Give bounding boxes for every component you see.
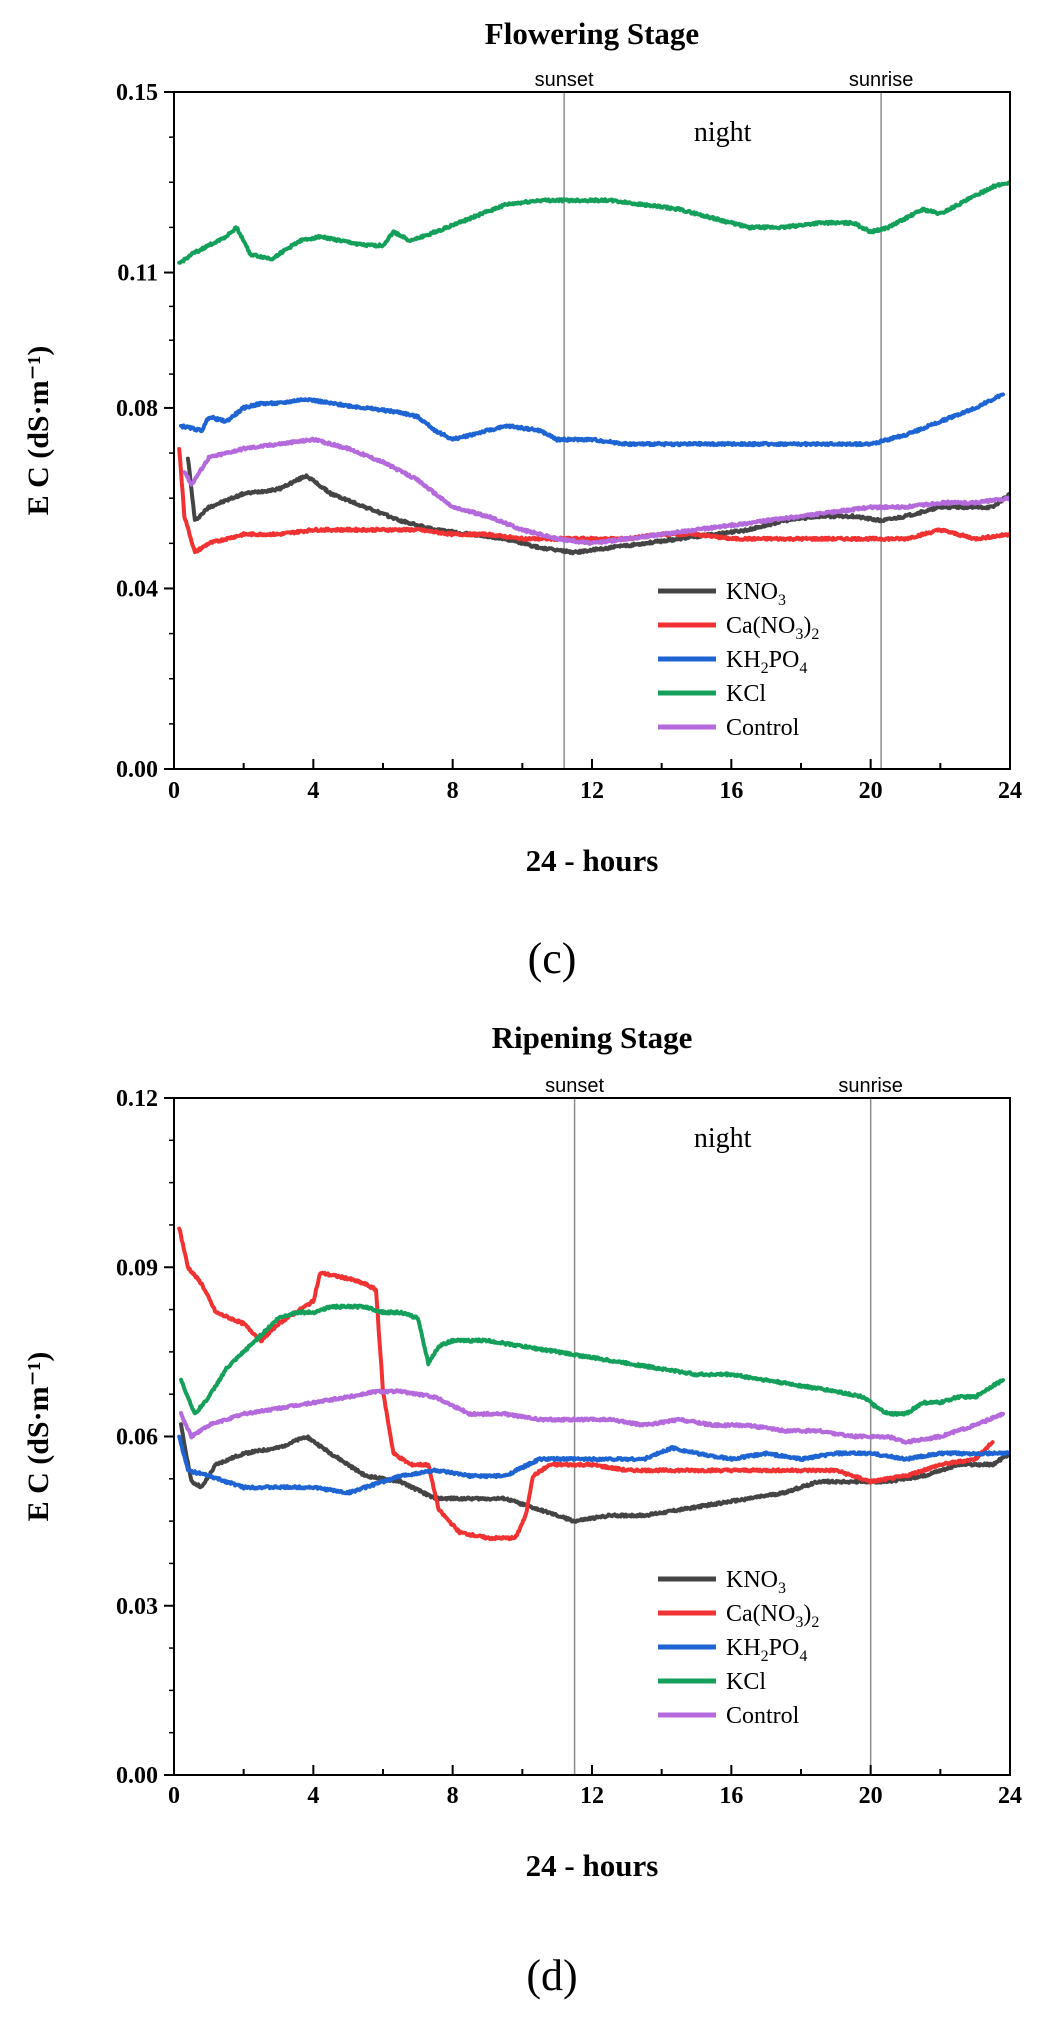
x-tick-label: 20 xyxy=(859,778,883,804)
x-axis-label: 24 - hours xyxy=(526,1848,659,1883)
series-line-kno3 xyxy=(185,456,1010,556)
series-line-kcl xyxy=(179,1303,1005,1417)
y-axis-label: E C (dS·m⁻¹) xyxy=(22,346,55,516)
sunset-label: sunset xyxy=(535,69,594,91)
x-tick-label: 4 xyxy=(307,1783,319,1809)
x-tick-label: 12 xyxy=(580,1783,604,1809)
y-tick-label: 0.12 xyxy=(116,1086,158,1112)
legend-label: Ca(NO3)2 xyxy=(726,613,819,643)
legend-label: Control xyxy=(726,1703,800,1729)
x-tick-label: 8 xyxy=(447,778,459,804)
series-line-cano32 xyxy=(177,1226,995,1542)
y-tick-label: 0.15 xyxy=(116,80,158,106)
x-tick-label: 24 xyxy=(998,1783,1022,1809)
x-tick-label: 16 xyxy=(719,778,743,804)
panel-label: (c) xyxy=(528,934,577,983)
night-annotation: night xyxy=(694,1123,752,1154)
chart-ripening: Ripening Stage sunset sunrise night 0 4 8 12 16 2… xyxy=(22,1020,1022,2000)
legend: KNO3 Ca(NO3)2 KH2PO4 KCl Control xyxy=(658,579,819,741)
x-axis-label: 24 - hours xyxy=(526,843,659,878)
legend-label: Ca(NO3)2 xyxy=(726,1601,819,1631)
series-line-kh2po4 xyxy=(177,1434,1010,1496)
sunrise-label: sunrise xyxy=(849,69,913,91)
panel-label: (d) xyxy=(526,1951,577,2000)
legend-label: KH2PO4 xyxy=(726,647,807,677)
legend: KNO3 Ca(NO3)2 KH2PO4 KCl Control xyxy=(658,1567,819,1729)
chart-title: Ripening Stage xyxy=(492,1020,693,1055)
legend-label: KCl xyxy=(726,1669,766,1695)
series-line-cano32 xyxy=(177,447,1010,555)
legend-label: Control xyxy=(726,715,800,741)
series-line-control xyxy=(182,436,1010,546)
legend-label: KNO3 xyxy=(726,579,786,609)
chart-title: Flowering Stage xyxy=(485,16,699,51)
y-tick-label: 0.00 xyxy=(116,1763,158,1789)
night-annotation: night xyxy=(694,117,752,148)
y-axis-label: E C (dS·m⁻¹) xyxy=(22,1352,55,1522)
y-tick-label: 0.03 xyxy=(116,1594,158,1620)
legend-label: KNO3 xyxy=(726,1567,786,1597)
x-tick-label: 8 xyxy=(447,1783,459,1809)
x-tick-label: 4 xyxy=(307,778,319,804)
series-line-kcl xyxy=(177,180,1010,265)
legend-label: KCl xyxy=(726,681,766,707)
x-tick-label: 0 xyxy=(168,778,180,804)
plot-frame xyxy=(173,91,1011,770)
y-tick-label: 0.11 xyxy=(117,261,158,287)
y-tick-label: 0.09 xyxy=(116,1255,158,1281)
sunset-label: sunset xyxy=(545,1075,604,1097)
series-line-kh2po4 xyxy=(179,392,1005,448)
y-tick-label: 0.08 xyxy=(116,396,158,422)
x-tick-label: 0 xyxy=(168,1783,180,1809)
x-tick-label: 12 xyxy=(580,778,604,804)
x-tick-label: 20 xyxy=(859,1783,883,1809)
series-line-control xyxy=(179,1388,1005,1445)
sunrise-label: sunrise xyxy=(838,1075,902,1097)
chart-flowering: Flowering Stage sunset sunrise night 0 4 8 12 16… xyxy=(22,16,1022,983)
y-tick-label: 0.04 xyxy=(116,576,158,602)
y-tick-label: 0.06 xyxy=(116,1425,158,1451)
x-tick-label: 16 xyxy=(719,1783,743,1809)
x-tick-label: 24 xyxy=(998,778,1022,804)
legend-label: KH2PO4 xyxy=(726,1635,807,1665)
y-tick-label: 0.00 xyxy=(116,757,158,783)
